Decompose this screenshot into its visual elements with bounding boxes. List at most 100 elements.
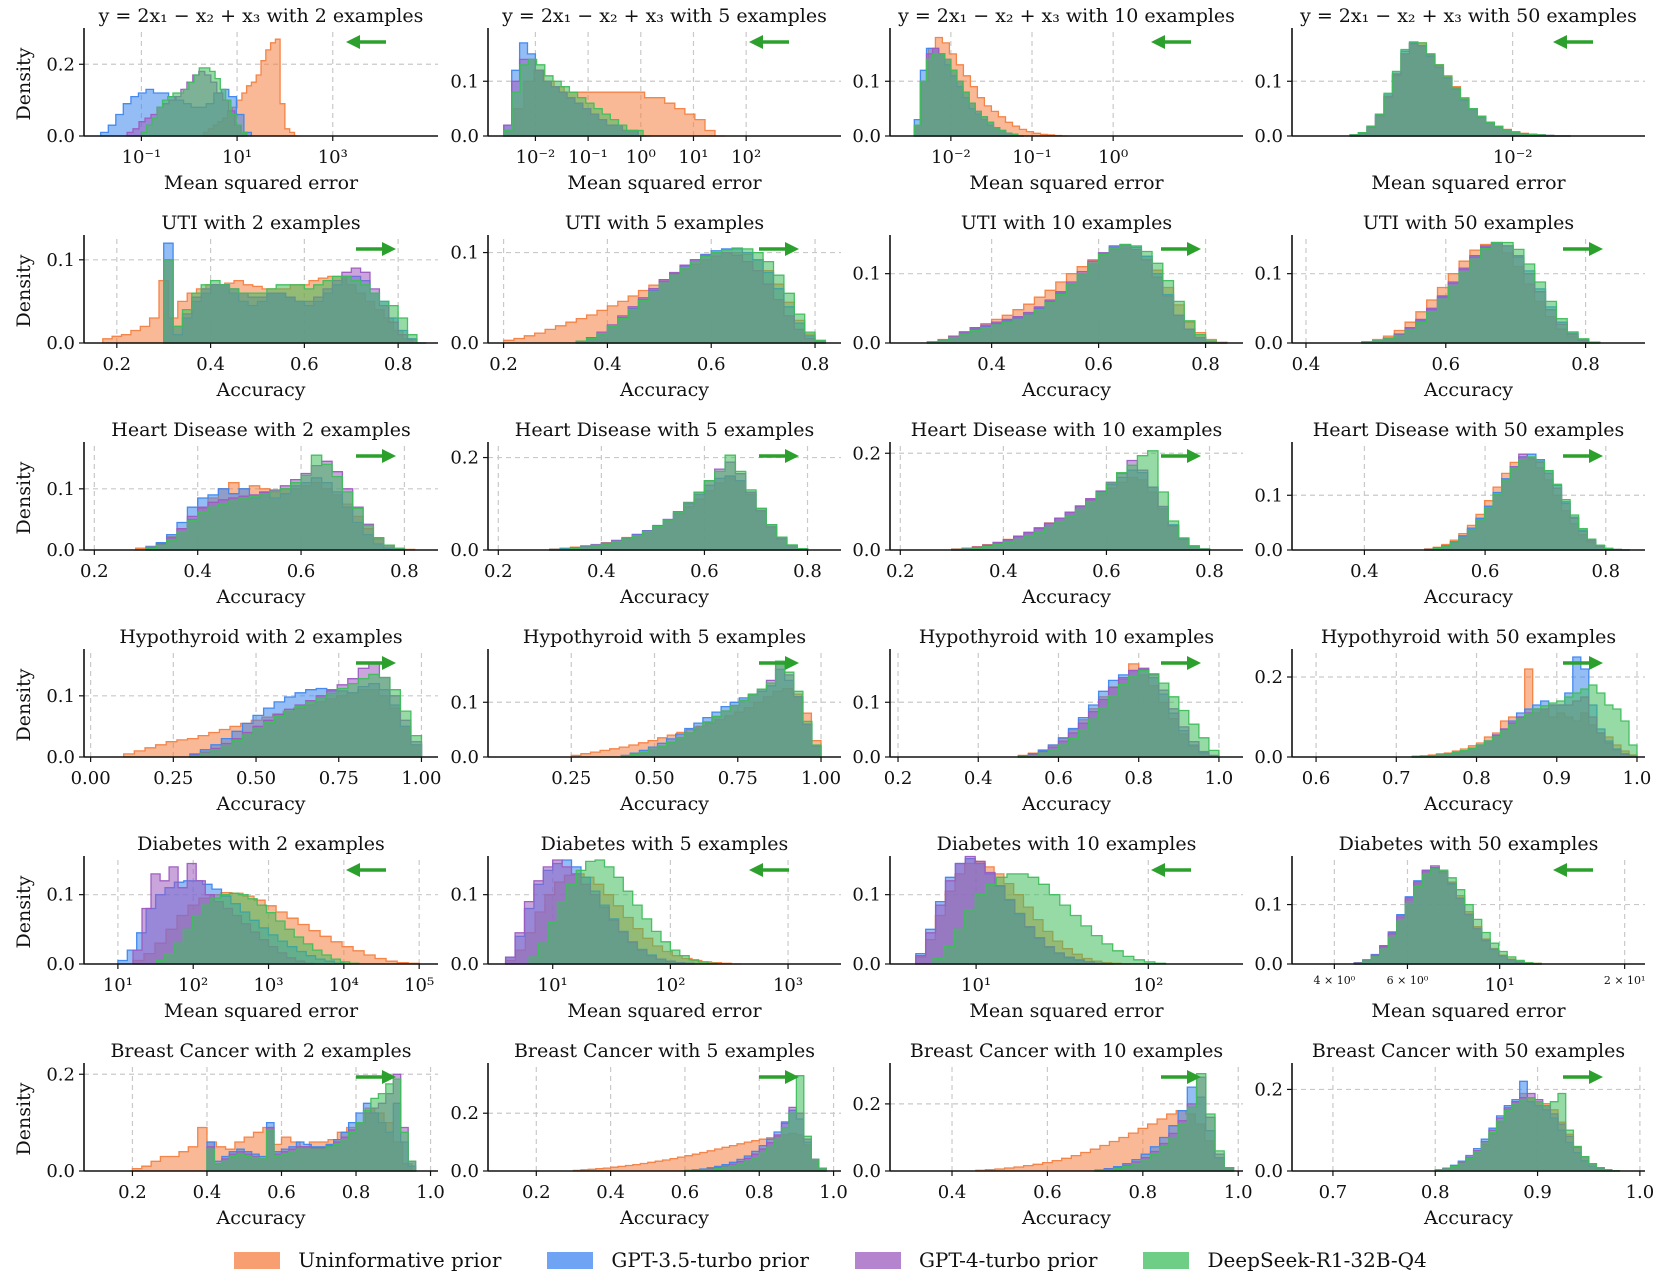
x-axis-label: Accuracy <box>619 793 709 815</box>
x-tick-label: 10⁰ <box>626 147 656 168</box>
x-tick-label: 10¹ <box>103 975 133 996</box>
x-tick-label: 10⁰ <box>1098 147 1128 168</box>
legend-label: GPT-3.5-turbo prior <box>611 1248 809 1272</box>
y-tick-label: 0.1 <box>1254 895 1283 916</box>
x-axis-label: Mean squared error <box>969 1000 1164 1022</box>
x-tick-label: 0.4 <box>1292 354 1321 375</box>
x-axis-label: Accuracy <box>1423 586 1513 608</box>
y-tick-label: 0.1 <box>852 692 881 713</box>
subplot-title: y = 2x₁ − x₂ + x₃ with 10 examples <box>897 5 1235 27</box>
x-tick-label: 10⁻² <box>931 147 971 168</box>
x-axis-label: Accuracy <box>1021 793 1111 815</box>
x-tick-label: 1.0 <box>416 1182 445 1203</box>
subplot: 0.2 0.4 0.6 0.8 1.0 0.0 0.2 Breast Cancer with … <box>450 1040 848 1229</box>
subplot-title: UTI with 10 examples <box>961 212 1172 234</box>
y-tick-label: 0.0 <box>1254 1161 1283 1182</box>
x-tick-label: 0.2 <box>80 561 109 582</box>
subplot: 0.4 0.6 0.8 1.0 0.0 0.2 Breast Cancer with 10 … <box>852 1040 1252 1229</box>
better-direction-arrow <box>356 242 396 256</box>
subplot-title: UTI with 2 examples <box>161 212 360 234</box>
subplot: 0.2 0.4 0.6 0.8 1.0 0.0 0.2 Breast Cancer with … <box>13 1040 445 1229</box>
subplot-title: Hypothyroid with 50 examples <box>1321 626 1616 648</box>
x-tick-label: 0.6 <box>671 1182 700 1203</box>
subplot-title: Breast Cancer with 2 examples <box>110 1040 411 1062</box>
x-tick-label: 0.6 <box>1471 561 1500 582</box>
y-tick-label: 0.0 <box>1254 954 1283 975</box>
histogram-series <box>140 67 248 137</box>
better-direction-arrow <box>1161 449 1201 463</box>
x-axis-label: Accuracy <box>215 379 305 401</box>
x-tick-label: 10² <box>655 975 685 996</box>
subplot-title: Heart Disease with 10 examples <box>911 419 1223 441</box>
y-tick-label: 0.0 <box>1254 747 1283 768</box>
x-tick-label: 10¹ <box>538 975 568 996</box>
y-axis-label: Density <box>13 254 35 327</box>
better-direction-arrow <box>1553 863 1593 877</box>
y-tick-label: 0.1 <box>46 479 75 500</box>
x-tick-label: 0.4 <box>989 561 1018 582</box>
y-tick-label: 0.0 <box>46 540 75 561</box>
legend-label: GPT-4-turbo prior <box>918 1248 1098 1272</box>
subplot-title: Heart Disease with 2 examples <box>111 419 410 441</box>
x-tick-label: 0.2 <box>522 1182 551 1203</box>
x-axis-label: Mean squared error <box>567 1000 762 1022</box>
x-tick-label: 0.4 <box>196 354 225 375</box>
x-tick-label: 0.9 <box>1523 1182 1552 1203</box>
histogram-series <box>163 259 427 344</box>
x-tick-label: 0.4 <box>977 354 1006 375</box>
subplot-title: Heart Disease with 5 examples <box>515 419 814 441</box>
x-tick-label: 10⁵ <box>404 975 434 996</box>
y-axis-label: Density <box>13 668 35 741</box>
subplot: 0.6 0.7 0.8 0.9 1.0 0.0 0.2 Hypothyroid with 50… <box>1254 626 1651 815</box>
x-tick-label: 10³ <box>253 975 283 996</box>
legend-item-gpt35: GPT-3.5-turbo prior <box>547 1248 809 1272</box>
y-tick-label: 0.1 <box>450 243 479 264</box>
histogram-series <box>206 1078 417 1172</box>
better-direction-arrow <box>1161 1070 1201 1084</box>
x-tick-label: 0.75 <box>718 768 758 789</box>
subplot: 0.2 0.4 0.6 0.8 0.0 0.1 Heart Disease with 2 e… <box>13 419 438 608</box>
y-tick-label: 0.1 <box>1254 264 1283 285</box>
histogram-series <box>154 892 360 965</box>
x-axis-label: Accuracy <box>1423 1207 1513 1229</box>
x-tick-label: 0.25 <box>153 768 193 789</box>
histogram-series <box>1094 1073 1235 1172</box>
y-tick-label: 0.2 <box>46 54 75 75</box>
histogram-series <box>1349 41 1571 137</box>
x-axis-label: Accuracy <box>1423 379 1513 401</box>
arrow-head <box>749 863 763 877</box>
subplot-title: Breast Cancer with 5 examples <box>514 1040 815 1062</box>
x-axis-label: Accuracy <box>1021 1207 1111 1229</box>
arrow-head <box>785 242 799 256</box>
histogram-series <box>1434 1092 1621 1172</box>
better-direction-arrow <box>356 656 396 670</box>
x-axis-label: Accuracy <box>215 793 305 815</box>
y-tick-label: 0.0 <box>450 747 479 768</box>
subplot-title: UTI with 50 examples <box>1363 212 1574 234</box>
x-axis-label: Mean squared error <box>1371 172 1566 194</box>
x-axis-label: Accuracy <box>619 379 709 401</box>
subplot-title: Diabetes with 50 examples <box>1339 833 1599 855</box>
subplot: 10¹ 10² 0.0 0.1 Diabetes with 10 examples Mea… <box>852 833 1243 1022</box>
histogram-series <box>684 1075 827 1172</box>
x-tick-label: 0.4 <box>593 354 622 375</box>
better-direction-arrow <box>1151 863 1191 877</box>
y-tick-label: 0.2 <box>852 443 881 464</box>
arrow-head <box>1589 449 1603 463</box>
histogram-series <box>1411 684 1638 758</box>
x-tick-label: 0.2 <box>484 561 513 582</box>
subplot-title: Breast Cancer with 10 examples <box>910 1040 1223 1062</box>
subplot-title: Diabetes with 2 examples <box>137 833 385 855</box>
y-tick-label: 0.0 <box>46 1161 75 1182</box>
arrow-head <box>785 1070 799 1084</box>
x-tick-label: 10¹ <box>1485 975 1515 996</box>
x-tick-label: 0.7 <box>1382 768 1411 789</box>
arrow-head <box>1589 656 1603 670</box>
x-tick-label: 10³ <box>773 975 803 996</box>
better-direction-arrow <box>1563 1070 1603 1084</box>
subplot-title: Diabetes with 10 examples <box>937 833 1197 855</box>
arrow-head <box>749 35 763 49</box>
better-direction-arrow <box>1161 656 1201 670</box>
